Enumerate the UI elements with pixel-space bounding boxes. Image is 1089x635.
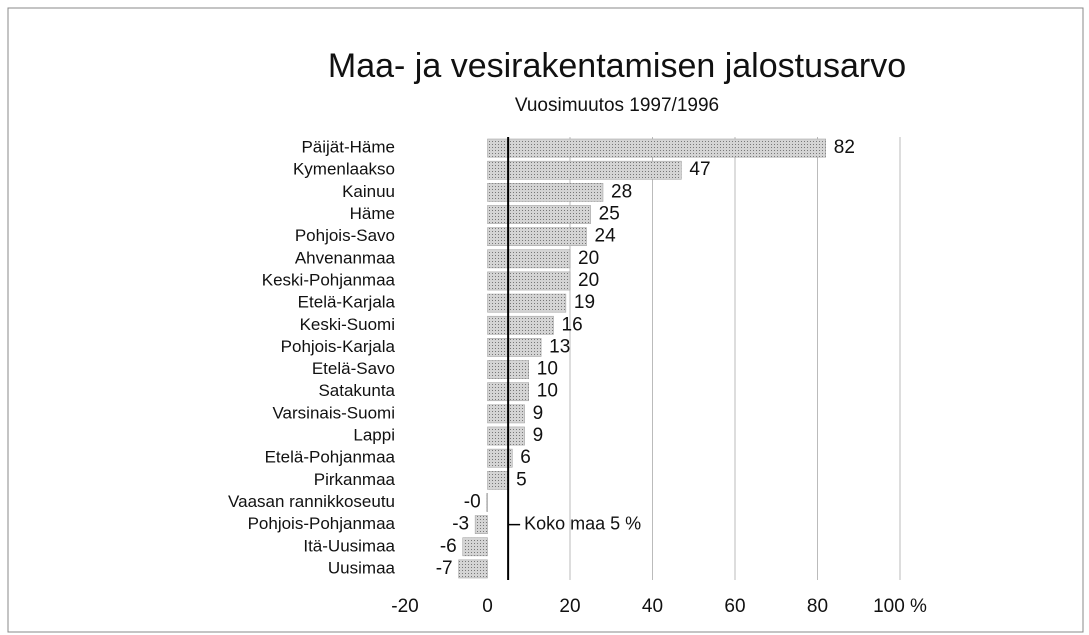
y-tick-label: Kainuu bbox=[342, 182, 395, 201]
y-tick-label: Häme bbox=[350, 204, 395, 223]
bar bbox=[487, 160, 682, 180]
y-tick-label: Pirkanmaa bbox=[314, 470, 396, 489]
data-label: 9 bbox=[533, 425, 544, 446]
data-label: 20 bbox=[578, 248, 599, 269]
data-label: -6 bbox=[440, 536, 457, 557]
y-tick-label: Pohjois-Karjala bbox=[281, 337, 396, 356]
bar bbox=[458, 559, 488, 579]
bar bbox=[486, 493, 488, 512]
data-label: 47 bbox=[689, 159, 710, 180]
data-label: 28 bbox=[611, 181, 632, 202]
data-label: 25 bbox=[599, 204, 620, 225]
bar bbox=[487, 426, 525, 446]
y-tick-label: Vaasan rannikkoseutu bbox=[228, 492, 395, 511]
x-tick-label: -20 bbox=[391, 596, 418, 617]
data-label: 6 bbox=[520, 447, 531, 468]
y-tick-label: Pohjois-Pohjanmaa bbox=[248, 514, 396, 533]
y-tick-label: Pohjois-Savo bbox=[295, 226, 395, 245]
y-tick-label: Lappi bbox=[353, 426, 395, 445]
bar bbox=[487, 404, 525, 424]
bar bbox=[487, 183, 604, 202]
data-label: -7 bbox=[436, 558, 453, 579]
bar bbox=[487, 338, 542, 357]
data-label: 10 bbox=[537, 381, 558, 402]
data-label: 13 bbox=[549, 336, 570, 357]
bar bbox=[474, 515, 488, 534]
bar bbox=[487, 271, 571, 291]
y-tick-label: Keski-Suomi bbox=[300, 315, 395, 334]
bar bbox=[487, 448, 513, 468]
bar bbox=[487, 249, 571, 269]
data-label: 5 bbox=[516, 469, 527, 490]
x-tick-label: 20 bbox=[559, 596, 580, 617]
data-label: 82 bbox=[834, 137, 855, 158]
y-tick-label: Ahvenanmaa bbox=[295, 248, 396, 267]
x-tick-label: 100 % bbox=[873, 596, 927, 617]
data-label: 9 bbox=[533, 403, 544, 424]
y-tick-label: Etelä-Pohjanmaa bbox=[265, 448, 396, 467]
data-label: -3 bbox=[452, 514, 469, 535]
data-label: 10 bbox=[537, 359, 558, 380]
bar bbox=[487, 205, 591, 224]
frame bbox=[7, 7, 1084, 633]
chart-subtitle: Vuosimuutos 1997/1996 bbox=[515, 95, 719, 116]
chart-title: Maa- ja vesirakentamisen jalostusarvo bbox=[328, 47, 906, 85]
y-tick-label: Päijät-Häme bbox=[301, 138, 395, 157]
x-tick-label: 40 bbox=[642, 596, 663, 617]
y-tick-label: Varsinais-Suomi bbox=[272, 403, 395, 422]
bar bbox=[487, 315, 554, 335]
y-tick-label: Kymenlaakso bbox=[293, 160, 395, 179]
bar bbox=[487, 470, 509, 490]
bar bbox=[487, 227, 587, 247]
y-tick-label: Satakunta bbox=[318, 381, 395, 400]
data-label: 16 bbox=[562, 314, 583, 335]
data-label: 19 bbox=[574, 292, 595, 313]
y-tick-label: Uusimaa bbox=[328, 558, 396, 577]
bar bbox=[487, 138, 826, 158]
y-tick-label: Keski-Pohjanmaa bbox=[262, 270, 396, 289]
data-label: -0 bbox=[464, 491, 481, 512]
data-label: 24 bbox=[595, 226, 617, 247]
y-tick-label: Itä-Uusimaa bbox=[303, 536, 395, 555]
x-tick-label: 0 bbox=[482, 596, 493, 617]
data-label: 20 bbox=[578, 270, 599, 291]
y-tick-label: Etelä-Karjala bbox=[298, 293, 396, 312]
reference-label: Koko maa 5 % bbox=[524, 513, 641, 533]
y-tick-label: Etelä-Savo bbox=[312, 359, 395, 378]
bar bbox=[462, 537, 488, 557]
x-tick-label: 80 bbox=[807, 596, 828, 617]
x-tick-label: 60 bbox=[724, 596, 745, 617]
bar bbox=[487, 293, 567, 313]
